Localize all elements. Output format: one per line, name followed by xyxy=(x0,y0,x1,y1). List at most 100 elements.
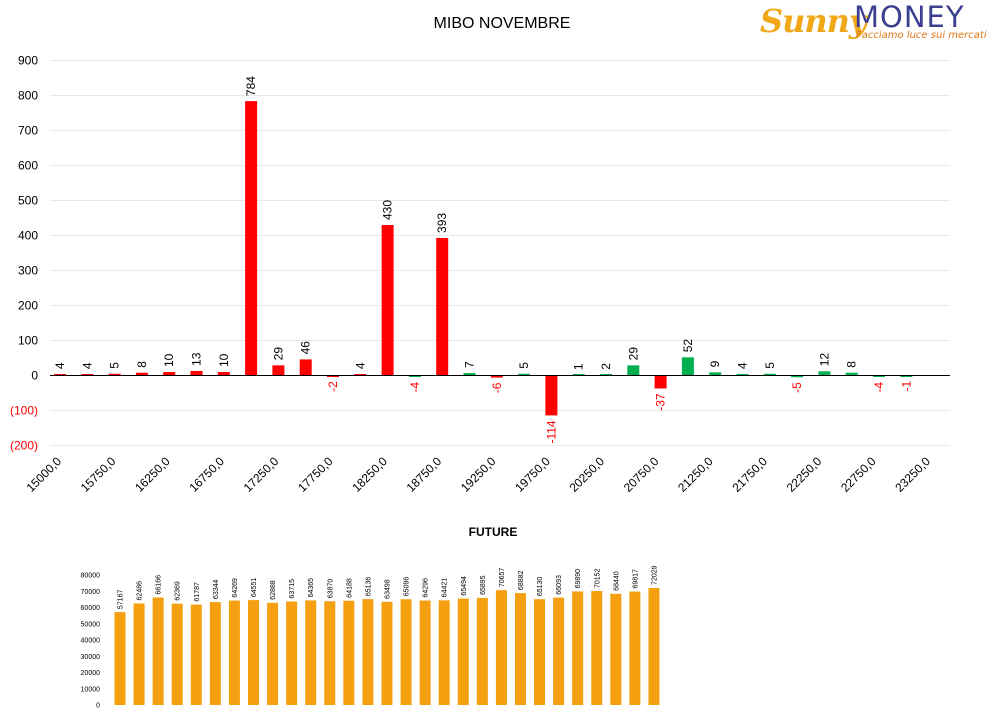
main-bar xyxy=(245,101,258,376)
main-y-tick-label: 100 xyxy=(18,334,38,348)
sunny-money-logo: Sunny MONEY Facciamo luce sui mercati xyxy=(760,0,990,44)
future-y-axis: 0 10000 20000 30000 40000 50000 60000 70000 8000… xyxy=(81,573,101,710)
logo-tagline: Facciamo luce sui mercati xyxy=(856,30,987,41)
main-data-label: 784 xyxy=(244,76,258,96)
future-bar xyxy=(534,599,546,705)
main-data-label: 13 xyxy=(190,352,204,366)
main-bar xyxy=(163,372,176,376)
main-data-label: -4 xyxy=(408,382,422,393)
main-bar xyxy=(545,375,558,416)
main-data-label: -114 xyxy=(544,420,558,443)
main-bar xyxy=(408,375,421,377)
future-bar xyxy=(133,603,145,705)
main-bar xyxy=(600,374,612,376)
future-bar xyxy=(381,601,393,705)
future-y-tick-label: 0 xyxy=(96,703,100,710)
future-data-label: 65494 xyxy=(461,576,468,596)
main-bar xyxy=(654,375,667,389)
future-data-label: 68882 xyxy=(518,570,525,590)
future-data-label: 61787 xyxy=(194,582,201,602)
future-y-tick-label: 40000 xyxy=(81,638,101,645)
future-data-label: 65130 xyxy=(537,577,544,597)
main-bar xyxy=(791,375,804,378)
main-bar xyxy=(900,375,913,377)
future-bars xyxy=(114,587,660,705)
main-data-label: 8 xyxy=(845,361,859,368)
future-y-tick-label: 20000 xyxy=(81,670,101,677)
main-data-label: 10 xyxy=(162,353,176,367)
future-bar xyxy=(419,600,431,705)
future-data-labels: 57167 62486 66166 62369 61787 63344 64269 64551… xyxy=(118,565,659,609)
main-bar xyxy=(299,359,312,376)
future-data-label: 66093 xyxy=(556,575,563,595)
main-data-label: 9 xyxy=(708,360,722,367)
future-y-tick-label: 60000 xyxy=(81,605,101,612)
future-data-label: 65096 xyxy=(404,577,411,597)
future-bar xyxy=(572,591,584,705)
main-data-label: 2 xyxy=(599,363,613,370)
main-bar xyxy=(81,374,94,376)
main-data-label: 52 xyxy=(681,339,695,353)
main-data-label: 10 xyxy=(217,353,231,367)
future-data-label: 64551 xyxy=(251,578,258,598)
future-data-label: 69817 xyxy=(632,569,639,589)
future-data-label: 70152 xyxy=(594,568,601,588)
future-bar xyxy=(286,601,298,705)
main-bar xyxy=(108,373,121,376)
main-data-label: 4 xyxy=(53,362,67,369)
future-data-label: 65895 xyxy=(480,575,487,595)
main-bar xyxy=(327,375,339,377)
main-y-tick-label: 700 xyxy=(18,124,38,138)
main-data-label: -5 xyxy=(790,382,804,393)
future-bar xyxy=(228,600,240,705)
future-bar xyxy=(400,599,412,705)
future-data-label: 63344 xyxy=(213,579,220,599)
main-bar xyxy=(709,372,722,376)
future-data-label: 63870 xyxy=(327,579,334,599)
main-bar xyxy=(490,375,503,378)
future-bar xyxy=(610,593,622,705)
main-bars xyxy=(54,101,913,416)
main-bar xyxy=(818,371,831,376)
main-chart-title: MIBO NOVEMBRE xyxy=(434,15,571,32)
main-data-label: 4 xyxy=(736,362,750,369)
future-bar xyxy=(476,597,488,705)
main-y-tick-label: 900 xyxy=(18,54,38,68)
main-bar xyxy=(681,357,694,376)
main-data-label: -4 xyxy=(872,382,886,393)
main-data-label: 4 xyxy=(80,362,94,369)
logo-money-text: MONEY xyxy=(854,0,965,34)
future-bar xyxy=(324,601,336,705)
future-bar xyxy=(648,587,660,705)
main-y-tick-label: 300 xyxy=(18,264,38,278)
main-data-label: 5 xyxy=(763,362,777,369)
future-y-tick-label: 30000 xyxy=(81,654,101,661)
main-bar xyxy=(436,237,449,376)
future-bar xyxy=(514,593,526,705)
future-y-tick-label: 50000 xyxy=(81,621,101,628)
main-bar xyxy=(354,374,367,376)
future-data-label: 64421 xyxy=(442,578,449,598)
future-bar xyxy=(591,591,603,705)
main-bar xyxy=(873,375,885,377)
main-gridlines xyxy=(50,60,950,446)
main-data-label: 1 xyxy=(572,363,586,370)
main-data-label: -6 xyxy=(490,382,504,393)
main-data-label: 393 xyxy=(435,213,449,233)
main-y-axis: (200) (100) 0 100 200 300 400 500 600 700 800 900 xyxy=(10,54,38,453)
main-data-label: -37 xyxy=(654,393,668,411)
main-data-label: 430 xyxy=(381,200,395,220)
future-bar xyxy=(305,600,317,705)
future-bar xyxy=(114,612,126,705)
future-y-tick-label: 80000 xyxy=(81,573,101,580)
future-data-label: 64365 xyxy=(308,578,315,598)
main-y-tick-label: (100) xyxy=(10,404,38,418)
future-bar xyxy=(362,599,374,705)
main-y-tick-label: 200 xyxy=(18,299,38,313)
main-bar xyxy=(763,373,776,376)
main-data-label: 46 xyxy=(299,341,313,355)
main-y-tick-label: 0 xyxy=(31,369,38,383)
future-bar xyxy=(152,597,164,705)
future-bar xyxy=(629,591,641,705)
